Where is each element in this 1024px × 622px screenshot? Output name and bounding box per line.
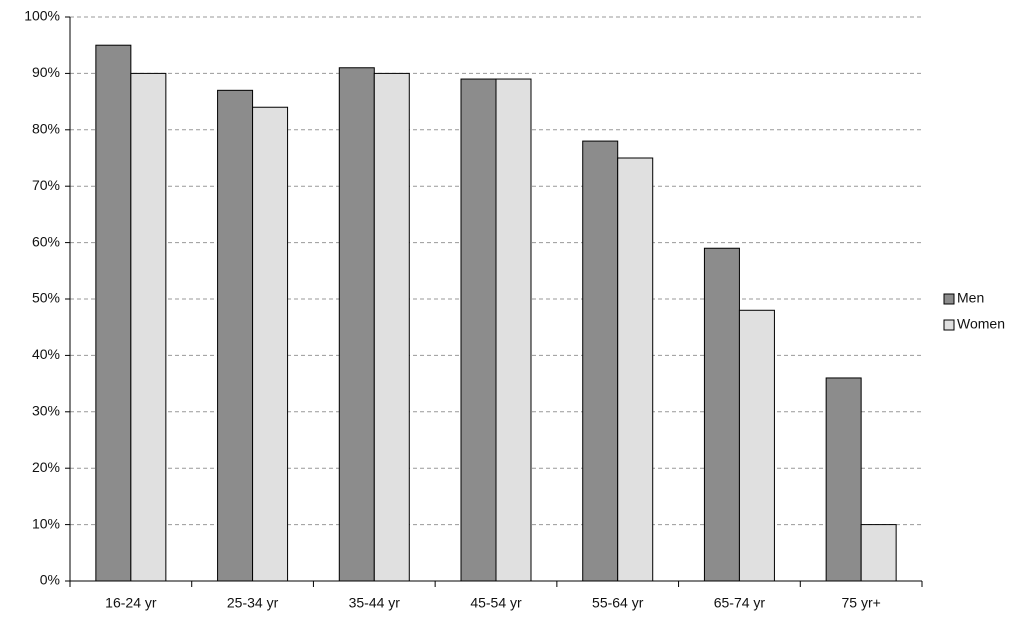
- y-tick-label: 40%: [32, 346, 60, 362]
- y-tick-label: 20%: [32, 459, 60, 475]
- x-tick-label: 16-24 yr: [105, 595, 157, 611]
- legend-label: Men: [957, 290, 984, 306]
- y-tick-label: 0%: [40, 572, 60, 588]
- x-tick-label: 55-64 yr: [592, 595, 644, 611]
- bar: [252, 106, 289, 582]
- bar: [460, 78, 497, 582]
- x-tick-label: 25-34 yr: [227, 595, 279, 611]
- y-tick-label: 10%: [32, 515, 60, 531]
- y-tick-label: 80%: [32, 121, 60, 137]
- legend-swatch: [943, 319, 955, 331]
- bar: [582, 140, 619, 582]
- legend-swatch: [943, 293, 955, 305]
- y-tick-label: 100%: [24, 8, 60, 24]
- x-tick-label: 75 yr+: [841, 595, 880, 611]
- y-tick-label: 90%: [32, 64, 60, 80]
- bar: [373, 72, 410, 582]
- bar: [495, 78, 532, 582]
- x-tick-label: 65-74 yr: [714, 595, 766, 611]
- legend-label: Women: [957, 316, 1005, 332]
- bar: [825, 377, 862, 582]
- bar: [217, 89, 254, 582]
- bar: [338, 67, 375, 582]
- y-tick-label: 60%: [32, 233, 60, 249]
- bar: [703, 247, 740, 582]
- y-tick-label: 30%: [32, 403, 60, 419]
- bar: [617, 157, 654, 582]
- y-tick-label: 50%: [32, 290, 60, 306]
- x-tick-label: 35-44 yr: [349, 595, 401, 611]
- x-tick-label: 45-54 yr: [470, 595, 522, 611]
- bar: [738, 309, 775, 582]
- bar: [130, 72, 167, 582]
- y-tick-label: 70%: [32, 177, 60, 193]
- bar: [95, 44, 132, 582]
- bar: [860, 524, 897, 582]
